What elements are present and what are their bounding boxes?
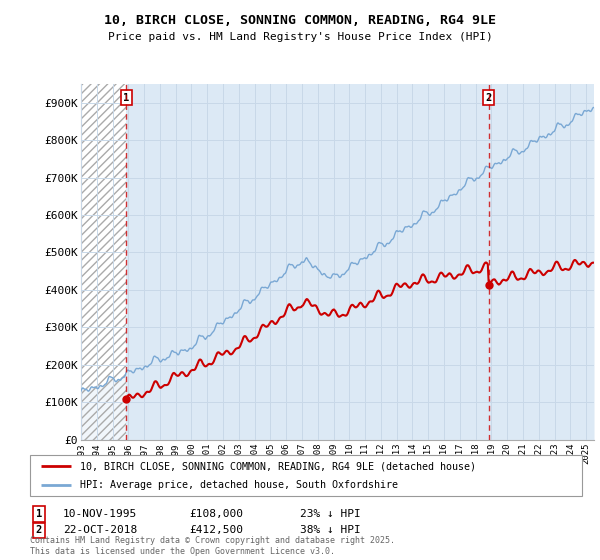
Text: 23% ↓ HPI: 23% ↓ HPI [300, 509, 361, 519]
Text: 2: 2 [36, 525, 42, 535]
Text: 22-OCT-2018: 22-OCT-2018 [63, 525, 137, 535]
Bar [81, 84, 127, 440]
Text: £108,000: £108,000 [189, 509, 243, 519]
Text: 1: 1 [36, 509, 42, 519]
Text: Price paid vs. HM Land Registry's House Price Index (HPI): Price paid vs. HM Land Registry's House … [107, 32, 493, 43]
Text: £412,500: £412,500 [189, 525, 243, 535]
Bar [81, 84, 127, 440]
Text: 38% ↓ HPI: 38% ↓ HPI [300, 525, 361, 535]
Text: 10, BIRCH CLOSE, SONNING COMMON, READING, RG4 9LE: 10, BIRCH CLOSE, SONNING COMMON, READING… [104, 14, 496, 27]
Text: 10, BIRCH CLOSE, SONNING COMMON, READING, RG4 9LE (detached house): 10, BIRCH CLOSE, SONNING COMMON, READING… [80, 461, 476, 471]
Text: 2: 2 [485, 93, 491, 103]
Text: 10-NOV-1995: 10-NOV-1995 [63, 509, 137, 519]
Text: 1: 1 [123, 93, 130, 103]
Text: HPI: Average price, detached house, South Oxfordshire: HPI: Average price, detached house, Sout… [80, 480, 398, 489]
FancyBboxPatch shape [30, 455, 582, 496]
Text: Contains HM Land Registry data © Crown copyright and database right 2025.
This d: Contains HM Land Registry data © Crown c… [30, 536, 395, 556]
